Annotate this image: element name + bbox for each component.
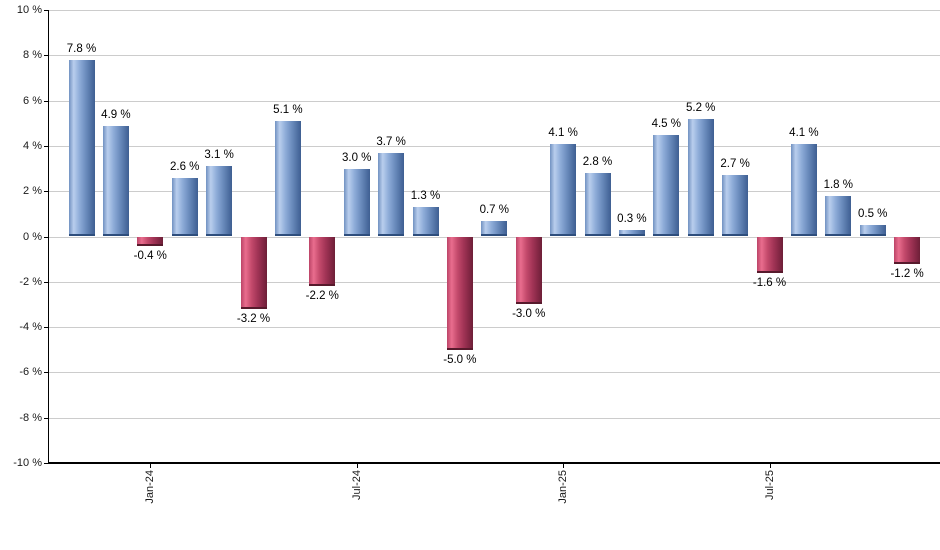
gridline [49,417,940,419]
bar-value-label: 4.1 % [789,126,819,139]
x-axis-tick-label: Jan-24 [144,470,157,504]
bar [550,143,577,237]
gridline [49,145,940,147]
y-axis-tick-label: 10 % [16,4,42,16]
bar-value-label: 2.6 % [169,160,200,173]
y-axis-tick-label: 6 % [23,94,42,107]
y-axis-line [48,10,49,463]
y-axis-tick-label: 8 % [23,49,42,62]
y-axis-tick-label: 4 % [23,139,42,152]
y-axis-tick [44,191,49,193]
bar-value-label: 5.2 % [685,101,716,114]
bar-value-label: 3.0 % [341,151,372,164]
y-axis-tick-label: -2 % [19,275,42,288]
bar-value-label: 1.8 % [823,178,854,191]
bar [722,175,749,237]
gridline [49,327,940,329]
x-axis-tick [769,463,771,468]
bar [618,229,645,237]
gridline [49,372,940,374]
x-axis-tick-label: Jul-24 [350,470,363,500]
bar-value-label: -1.6 % [752,276,787,289]
bar [137,236,164,246]
x-axis-tick-label: Jul-25 [763,470,776,500]
bar [274,120,301,237]
y-axis-tick [44,100,49,102]
bar [240,236,267,309]
bar-value-label: -0.4 % [133,249,167,262]
y-axis-tick [44,327,49,329]
bar-value-label: -3.0 % [512,308,546,321]
bar [894,236,921,264]
gridline [49,10,940,11]
bar-value-label: 4.5 % [651,117,682,130]
bar-value-label: 5.1 % [273,103,303,116]
bar-value-label: -5.0 % [443,353,477,366]
y-axis-tick [44,417,49,419]
bar [102,125,129,237]
bar [481,220,508,237]
gridline [49,281,940,283]
y-axis-tick [44,10,49,11]
bar [412,207,439,237]
bar-value-label: -2.2 % [305,290,339,303]
gridline [49,55,940,57]
bar-value-label: -3.2 % [236,312,271,325]
y-axis-tick-label: -8 % [19,411,42,424]
y-axis-tick-label: 0 % [23,230,42,243]
y-axis-tick [44,145,49,147]
bar [515,236,542,305]
bar [171,177,198,237]
bar [378,152,405,237]
bar-value-label: 0.7 % [479,203,510,216]
gridline [49,100,940,102]
bar-value-label: 4.1 % [548,126,578,139]
x-axis-line [48,462,940,464]
y-axis-tick-label: 2 % [23,185,42,198]
bar-value-label: 0.5 % [857,208,888,221]
bar [446,236,473,350]
y-axis-tick [44,281,49,283]
bar-value-label: 1.3 % [410,190,441,203]
y-axis-tick-label: -6 % [19,366,42,379]
x-axis-tick [356,463,358,468]
bar [859,225,886,237]
bar [653,134,680,237]
bar-value-label: 3.7 % [376,135,406,148]
bar-value-label: 7.8 % [66,42,97,55]
y-axis-tick-label: -4 % [19,321,42,334]
bar-value-label: -1.2 % [890,267,924,280]
y-axis-tick [44,372,49,374]
bar-value-label: 2.8 % [582,156,613,169]
bar [343,168,370,237]
bar-value-label: 3.1 % [204,149,234,162]
bar [687,118,714,237]
bar [790,143,817,237]
gridline [49,236,940,238]
y-axis-tick [44,463,49,464]
y-axis-tick-label: -10 % [13,457,42,469]
bar [309,236,336,287]
y-axis-tick [44,55,49,57]
bar [68,59,95,237]
bar [584,173,611,237]
bar [825,195,852,237]
x-axis-tick [563,463,565,468]
gridline [49,191,940,193]
bar [206,166,233,237]
bar-value-label: 2.7 % [720,158,750,171]
y-axis-tick [44,236,49,238]
x-axis-tick-label: Jan-25 [557,470,570,504]
x-axis-tick [150,463,152,468]
bar [756,236,783,273]
bar-value-label: 4.9 % [101,108,131,121]
bar-value-label: 0.3 % [617,212,647,225]
